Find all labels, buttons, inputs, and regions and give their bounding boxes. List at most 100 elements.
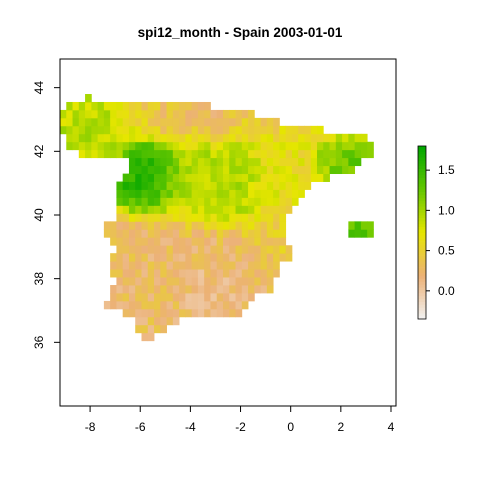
raster-cell [222, 141, 230, 151]
raster-cell [229, 141, 236, 151]
legend-swatch [418, 226, 426, 230]
raster-cell [222, 229, 230, 238]
raster-cell [273, 269, 280, 278]
raster-cell [85, 101, 92, 111]
raster-cell [204, 101, 211, 111]
raster-cell [172, 292, 180, 302]
raster-cell [260, 149, 268, 159]
raster-cell [141, 292, 149, 302]
raster-cell [210, 109, 218, 119]
raster-cell [310, 133, 318, 143]
raster-cell [229, 229, 236, 238]
raster-cell [135, 205, 142, 214]
raster-cell [266, 157, 274, 167]
raster-cell [191, 181, 199, 190]
raster-cell [229, 213, 236, 222]
raster-cell [241, 261, 249, 270]
raster-cell [304, 125, 312, 135]
legend-swatch [418, 287, 426, 291]
legend-swatch [418, 180, 426, 184]
raster-cell [179, 165, 186, 175]
raster-cell [235, 213, 243, 222]
raster-cell [191, 213, 199, 222]
raster-cell [91, 149, 99, 159]
raster-cell [78, 125, 86, 135]
raster-cell [279, 165, 287, 175]
raster-cell [185, 197, 193, 206]
raster-cell [128, 109, 136, 119]
raster-cell [260, 277, 268, 286]
raster-cell [298, 173, 305, 182]
raster-cell [78, 109, 86, 119]
legend-swatch [418, 244, 426, 248]
raster-cell [241, 133, 249, 143]
raster-cell [154, 141, 161, 151]
raster-cell [266, 245, 274, 254]
raster-cell [60, 125, 67, 135]
raster-cell [235, 205, 243, 214]
raster-cell [222, 133, 230, 143]
raster-cell [160, 269, 167, 278]
raster-cell [147, 173, 155, 182]
raster-cell [166, 181, 174, 190]
raster-cell [166, 117, 174, 127]
raster-cell [266, 221, 274, 230]
raster-cell [260, 165, 268, 175]
raster-cell [166, 229, 174, 238]
raster-cell [160, 324, 167, 334]
legend-swatch [418, 249, 426, 253]
raster-cell [147, 324, 155, 334]
raster-cell [197, 308, 205, 318]
raster-cell [235, 308, 243, 318]
raster-cell [60, 109, 67, 119]
raster-cell [166, 245, 174, 254]
raster-cell [147, 300, 155, 310]
raster-cell [254, 221, 261, 230]
raster-cell [241, 253, 249, 262]
raster-cell [154, 300, 161, 310]
raster-cell [154, 165, 161, 175]
raster-cell [197, 157, 205, 167]
raster-cell [66, 141, 73, 151]
raster-cell [248, 229, 255, 238]
raster-cell [204, 133, 211, 143]
raster-cell [216, 205, 224, 214]
raster-cell [210, 261, 218, 270]
legend-swatch [418, 310, 426, 314]
raster-cell [172, 117, 180, 127]
raster-cell [147, 133, 155, 143]
raster-cell [235, 133, 243, 143]
raster-cell [160, 165, 167, 175]
raster-cell [128, 197, 136, 206]
raster-cell [260, 213, 268, 222]
chart-title: spi12_month - Spain 2003-01-01 [138, 25, 343, 40]
color-legend: 0.0 0.5 1.0 1.5 [417, 145, 455, 320]
legend-swatch [418, 209, 426, 213]
legend-swatch [418, 223, 426, 228]
raster-cell [298, 149, 305, 159]
raster-cell [185, 125, 193, 135]
raster-cell [191, 189, 199, 198]
raster-cell [323, 133, 330, 143]
raster-cell [116, 221, 124, 230]
raster-cell [185, 109, 193, 119]
y-axis: 36 38 40 42 44 [32, 81, 60, 349]
raster-cell [273, 253, 280, 262]
raster-cell [135, 316, 142, 326]
raster-cell [72, 133, 80, 143]
raster-cell [78, 133, 86, 143]
raster-cell [248, 149, 255, 159]
raster-cell [191, 125, 199, 135]
raster-cell [279, 157, 287, 167]
raster-cell [342, 133, 349, 143]
raster-cell [179, 125, 186, 135]
raster-layer [60, 94, 374, 342]
raster-cell [116, 181, 124, 190]
raster-cell [235, 109, 243, 119]
raster-cell [141, 205, 149, 214]
raster-cell [204, 261, 211, 270]
raster-cell [110, 261, 117, 270]
raster-cell [172, 221, 180, 230]
raster-cell [147, 149, 155, 159]
raster-cell [229, 292, 236, 302]
